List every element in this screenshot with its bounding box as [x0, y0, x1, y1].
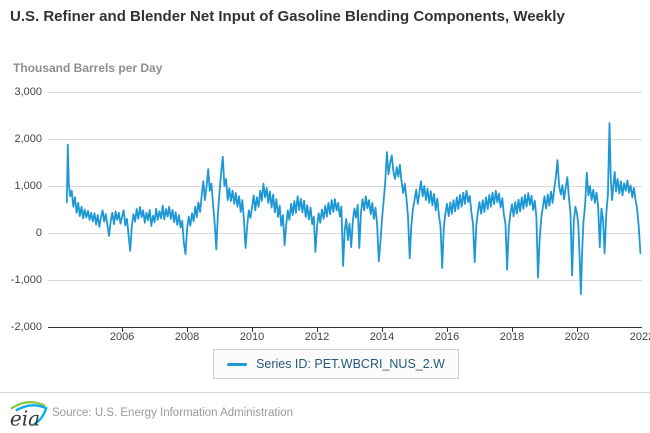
- series-line: [65, 122, 642, 296]
- y-axis-tick-label: 3,000: [14, 86, 42, 98]
- x-axis-tick-label: 2022: [629, 331, 650, 343]
- x-axis-tick-label: 2010: [239, 331, 265, 343]
- gridlines: [48, 92, 642, 328]
- y-axis-tick-label: 1,000: [14, 180, 42, 192]
- x-axis-tick-label: 2020: [564, 331, 590, 343]
- eia-logo-green-swoosh-icon: [10, 401, 46, 410]
- legend-line-swatch-icon: [227, 362, 248, 366]
- chart-title: U.S. Refiner and Blender Net Input of Ga…: [10, 8, 565, 25]
- source-attribution: Source: U.S. Energy Information Administ…: [52, 407, 293, 419]
- x-axis-tick-label: 2016: [434, 331, 460, 343]
- y-axis-units-label: Thousand Barrels per Day: [13, 61, 163, 75]
- y-axis-tick-label: 2,000: [14, 133, 42, 145]
- eia-logo-text: eia: [10, 406, 40, 430]
- x-axis-tick-label: 2008: [174, 331, 200, 343]
- eia-logo-blue-swoosh-icon: [15, 404, 48, 426]
- plot-area: [48, 92, 642, 332]
- x-axis-tick-label: 2014: [369, 331, 395, 343]
- y-axis-tick-label: 0: [35, 227, 42, 239]
- x-axis-ticks: [122, 327, 578, 332]
- x-axis-tick-label: 2006: [109, 331, 135, 343]
- legend[interactable]: Series ID: PET.WBCRI_NUS_2.W: [213, 349, 459, 379]
- legend-series-label: Series ID: PET.WBCRI_NUS_2.W: [256, 357, 445, 371]
- y-axis-tick-label: -2,000: [10, 321, 42, 333]
- footer-divider: [0, 392, 650, 393]
- y-axis-tick-label: -1,000: [10, 274, 42, 286]
- x-axis-tick-label: 2012: [304, 331, 330, 343]
- x-axis-tick-label: 2018: [499, 331, 525, 343]
- eia-logo: eia: [10, 401, 48, 430]
